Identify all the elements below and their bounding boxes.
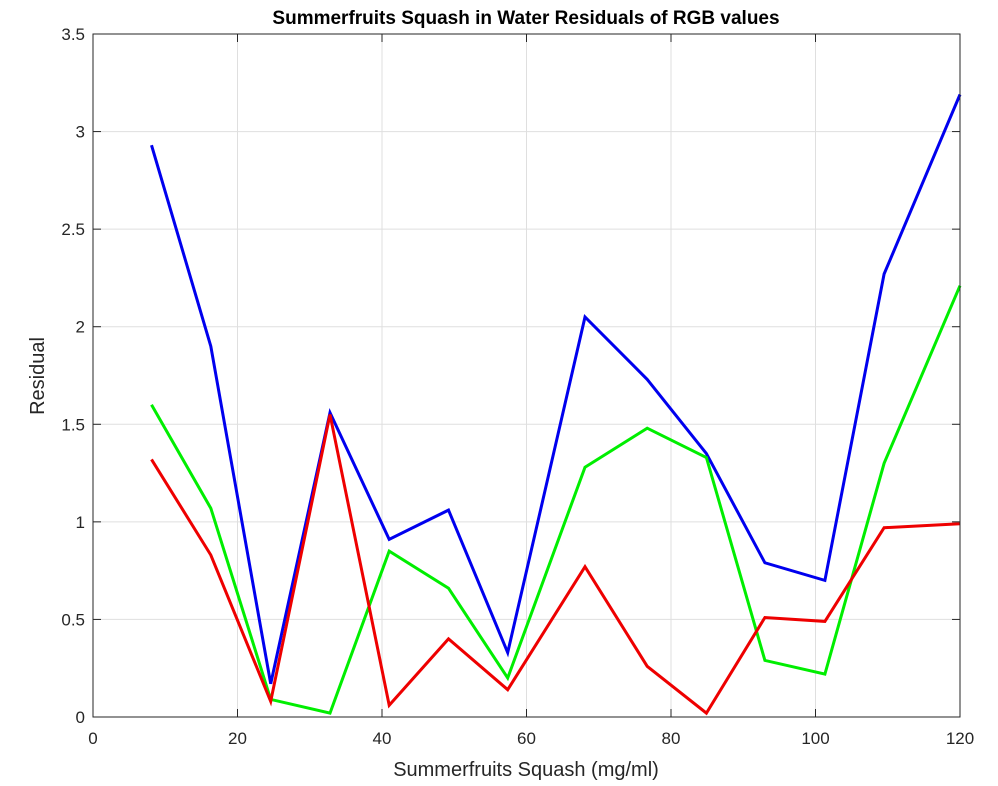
y-tick-label: 0.5 (61, 610, 85, 629)
x-tick-label: 120 (946, 729, 974, 748)
y-axis-label: Residual (27, 337, 49, 415)
series-line-2 (150, 414, 961, 716)
grid (92, 33, 961, 718)
series-line-1 (150, 285, 962, 715)
x-axis-label: Summerfruits Squash (mg/ml) (393, 759, 659, 781)
series-layer (150, 93, 962, 716)
x-tick-label: 40 (373, 729, 392, 748)
x-tick-label: 60 (517, 729, 536, 748)
y-tick-label: 2 (76, 318, 85, 337)
y-tick-label: 3 (76, 123, 85, 142)
x-tick-label: 0 (88, 729, 97, 748)
x-tick-label: 100 (801, 729, 829, 748)
series-line-0 (150, 93, 962, 685)
ticks: 0 20 40 60 80 100 120 0 0.5 1 1.5 2 2.5 3 3.5 (61, 25, 974, 748)
x-tick-label: 80 (662, 729, 681, 748)
y-tick-label: 1.5 (61, 415, 85, 434)
y-tick-label: 3.5 (61, 25, 85, 44)
y-tick-label: 1 (76, 513, 85, 532)
y-tick-label: 0 (76, 708, 85, 727)
x-tick-label: 20 (228, 729, 247, 748)
y-tick-label: 2.5 (61, 220, 85, 239)
chart-title: Summerfruits Squash in Water Residuals o… (272, 8, 779, 29)
